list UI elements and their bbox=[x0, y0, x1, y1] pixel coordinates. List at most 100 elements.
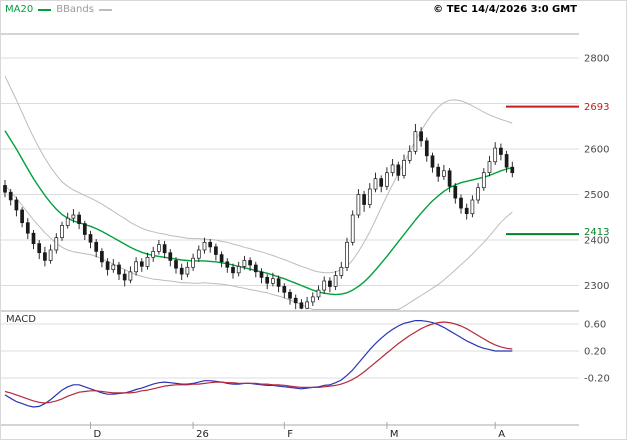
support-label: 2413 bbox=[584, 227, 609, 238]
candle-body bbox=[31, 232, 36, 245]
y-axis-label: 2400 bbox=[584, 236, 609, 247]
candle-body bbox=[43, 252, 47, 261]
y-axis-label: 2600 bbox=[584, 145, 609, 156]
bbands-line-swatch bbox=[98, 9, 112, 11]
macd-axis-label: -0.20 bbox=[584, 374, 610, 385]
candle-body bbox=[333, 275, 338, 287]
candle-body bbox=[8, 191, 13, 201]
ma20-legend-label[interactable]: MA20 bbox=[5, 4, 34, 15]
candle-body bbox=[100, 251, 104, 263]
candle-body bbox=[510, 166, 515, 174]
candle-body bbox=[282, 286, 287, 293]
y-axis-label: 2800 bbox=[584, 54, 609, 65]
candle-body bbox=[487, 161, 492, 173]
candle-body bbox=[379, 178, 384, 187]
candle-body bbox=[60, 225, 64, 239]
candle-body bbox=[276, 278, 281, 287]
candle-body bbox=[20, 209, 24, 224]
candle-body bbox=[77, 214, 81, 224]
candle-body bbox=[25, 222, 30, 234]
candle-body bbox=[373, 178, 378, 190]
candle-body bbox=[493, 147, 498, 163]
x-axis-label: F bbox=[287, 429, 293, 440]
candle-body bbox=[436, 166, 441, 177]
resistance-label: 2693 bbox=[584, 102, 609, 113]
candle-body bbox=[71, 214, 76, 219]
bbands-legend-label[interactable]: BBands bbox=[56, 4, 94, 15]
candle-body bbox=[168, 252, 173, 261]
bollinger-lower-line bbox=[4, 185, 513, 310]
candle-body bbox=[367, 188, 372, 205]
candle-body bbox=[236, 266, 241, 274]
candle-body bbox=[37, 243, 42, 254]
candle-body bbox=[259, 271, 264, 278]
candle-body bbox=[139, 261, 144, 267]
ma20-line-swatch bbox=[38, 9, 52, 11]
candle-body bbox=[310, 296, 315, 303]
candle-body bbox=[128, 271, 133, 281]
candle-body bbox=[271, 278, 275, 284]
candle-body bbox=[88, 234, 93, 243]
x-axis-label: M bbox=[390, 429, 399, 440]
candle-body bbox=[430, 155, 435, 168]
candle-body bbox=[328, 280, 332, 287]
candle-body bbox=[265, 276, 270, 284]
candle-body bbox=[464, 207, 469, 215]
candle-body bbox=[253, 264, 258, 273]
candle-body bbox=[3, 185, 7, 193]
macd-signal-line bbox=[4, 321, 513, 404]
candle-body bbox=[481, 172, 486, 189]
ma20-line bbox=[4, 130, 513, 296]
candle-body bbox=[305, 301, 309, 309]
candle-body bbox=[54, 237, 59, 251]
candle-body bbox=[185, 266, 190, 275]
candle-body bbox=[504, 154, 509, 168]
candle-body bbox=[219, 254, 224, 263]
candle-body bbox=[350, 214, 355, 243]
x-axis-label: 26 bbox=[196, 429, 209, 440]
candle-body bbox=[191, 257, 195, 268]
candle-body bbox=[242, 260, 247, 267]
candle-body bbox=[407, 150, 412, 161]
x-axis-label: D bbox=[94, 429, 102, 440]
candle-body bbox=[105, 261, 110, 270]
y-axis-label: 2300 bbox=[584, 281, 609, 292]
y-axis-label: 2500 bbox=[584, 190, 609, 201]
candle-body bbox=[151, 251, 156, 258]
candle-body bbox=[225, 261, 230, 268]
copyright-stamp: © TEC 14/4/2026 3:0 GMT bbox=[433, 4, 577, 15]
candle-body bbox=[293, 297, 298, 304]
legend: MA20 BBands bbox=[5, 5, 112, 15]
candle-body bbox=[470, 199, 475, 215]
candle-body bbox=[402, 160, 406, 176]
candle-body bbox=[385, 172, 389, 187]
candle-body bbox=[299, 302, 304, 309]
candle-body bbox=[390, 164, 395, 173]
candle-body bbox=[453, 185, 458, 199]
candle-body bbox=[117, 264, 121, 275]
candle-body bbox=[356, 194, 361, 216]
candle-body bbox=[157, 244, 161, 252]
bollinger-upper-line bbox=[4, 75, 513, 274]
candle-body bbox=[424, 140, 429, 157]
candle-body bbox=[208, 241, 213, 248]
candle-body bbox=[459, 197, 463, 209]
candle-body bbox=[82, 223, 87, 235]
candle-body bbox=[345, 241, 349, 268]
candle-body bbox=[14, 199, 19, 211]
candle-body bbox=[214, 246, 218, 255]
macd-line bbox=[4, 320, 513, 408]
candle-body bbox=[162, 244, 167, 254]
candle-body bbox=[231, 266, 235, 274]
candle-body bbox=[122, 273, 127, 281]
candle-body bbox=[134, 261, 138, 273]
candle-body bbox=[179, 267, 184, 275]
candle-body bbox=[288, 291, 292, 299]
candle-body bbox=[322, 280, 327, 291]
candle-body bbox=[65, 217, 70, 226]
x-axis-label: A bbox=[498, 429, 505, 440]
candle-body bbox=[447, 170, 452, 187]
candle-body bbox=[111, 264, 116, 270]
candle-body bbox=[419, 131, 423, 142]
candle-body bbox=[248, 260, 252, 266]
